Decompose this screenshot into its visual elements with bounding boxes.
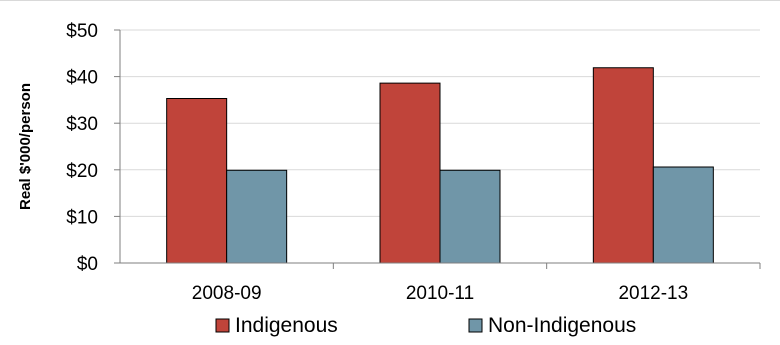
x-tick-label: 2012-13: [618, 283, 688, 304]
top-border-line: [0, 0, 780, 1]
y-tick-label: $20: [66, 161, 98, 182]
y-tick-label: $0: [77, 254, 98, 275]
bars: [166, 67, 714, 264]
legend-swatch-non-indigenous: [468, 318, 483, 333]
y-tick-label: $10: [66, 207, 98, 228]
legend-swatch-indigenous: [215, 318, 230, 333]
legend: Indigenous Non-Indigenous: [215, 314, 636, 337]
y-tick-label: $30: [66, 114, 98, 135]
legend-label-non-indigenous: Non-Indigenous: [488, 314, 636, 337]
bar-indigenous: [592, 67, 654, 264]
x-tick-label: 2010-11: [406, 283, 474, 304]
y-axis-label: Real $'000/person: [17, 83, 34, 210]
legend-label-indigenous: Indigenous: [235, 314, 338, 337]
axes: $0 $10 $20 $30 $40 $50 2008-09 2010-11 2012-13: [66, 21, 761, 304]
bar-non-indigenous: [652, 166, 714, 264]
bar-indigenous: [166, 98, 228, 264]
x-tick-label: 2008-09: [192, 283, 262, 304]
bar-non-indigenous: [226, 169, 288, 264]
bar-non-indigenous: [439, 169, 501, 264]
y-tick-label: $50: [66, 21, 98, 42]
y-tick-label: $40: [66, 68, 98, 89]
bar-indigenous: [379, 82, 441, 264]
